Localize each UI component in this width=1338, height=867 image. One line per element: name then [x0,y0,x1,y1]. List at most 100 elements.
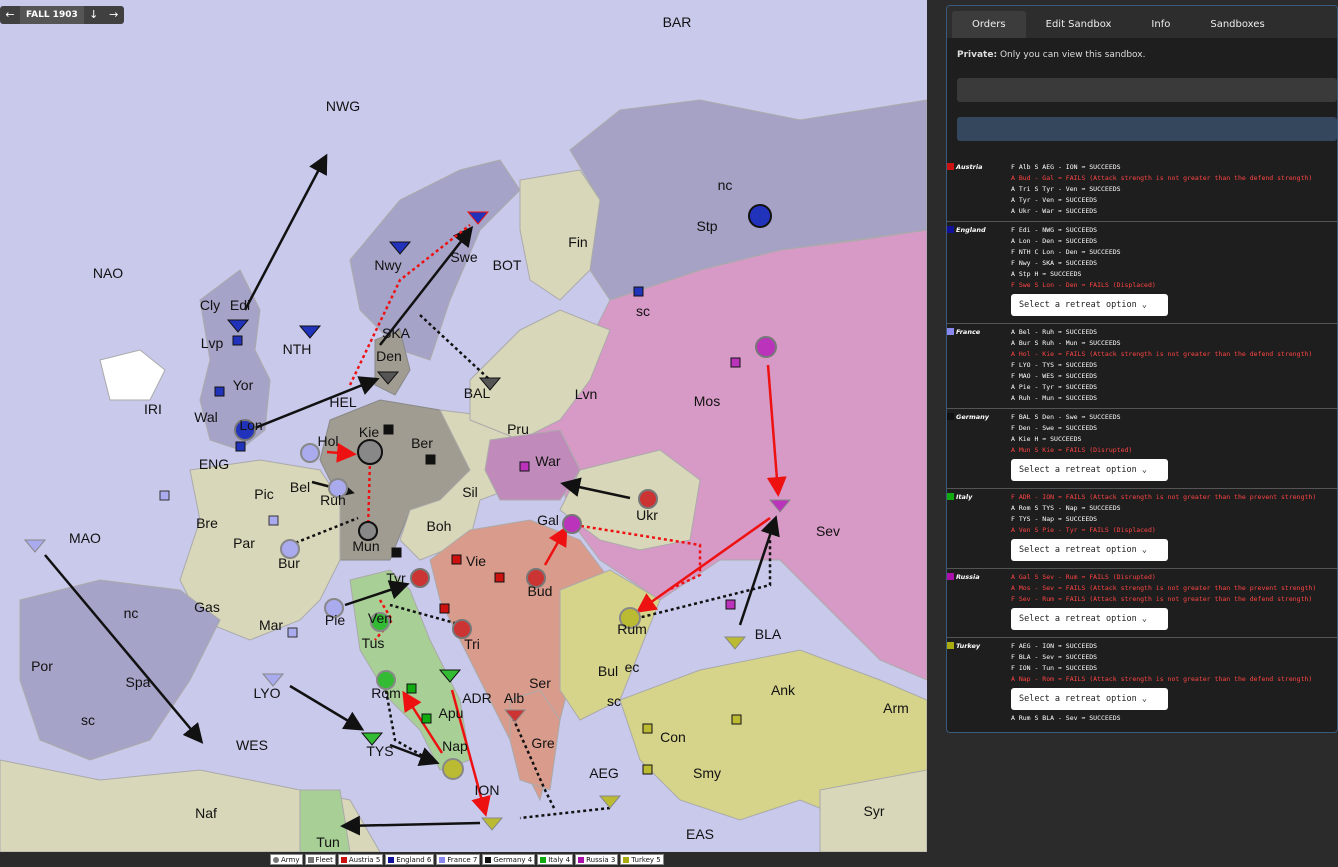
fleet-unit[interactable] [503,709,527,723]
order-line: A Gal S Sev - Rum ➡ FAILS (Disrupted) [1011,573,1156,581]
order-line: A Pie - Tyr ➡ SUCCEEDS [1011,383,1098,391]
fleet-unit[interactable] [226,319,250,333]
retreat-select[interactable]: Select a retreat option ⌄ [1011,294,1168,316]
power-color-icon [947,163,954,170]
territory-label: Rom [371,685,401,701]
legend-item: France 7 [436,854,481,865]
fleet-unit[interactable] [478,377,502,391]
fleet-unit[interactable] [723,636,747,650]
supply-center [642,723,653,734]
panel-tabs: Orders Edit Sandbox Info Sandboxes [947,6,1337,38]
color-swatch-icon [388,856,395,863]
territory-label: Bul [598,663,618,679]
army-unit[interactable] [619,607,641,629]
order-line: F Alb S AEG - ION ➡ SUCCEEDS [1011,163,1121,171]
territory-label: LYO [254,685,281,701]
order-arrow [766,364,787,497]
order-arrow [243,153,328,311]
sandbox-action-bar[interactable] [957,117,1337,141]
fleet-unit[interactable] [376,371,400,385]
fleet-unit[interactable] [768,499,792,513]
sandbox-bar[interactable] [957,78,1337,102]
power-color-icon [947,573,954,580]
fleet-unit[interactable] [261,673,285,687]
army-unit[interactable] [410,568,430,588]
order-line: A Bud - Gal ➡ FAILS (Attack strength is … [1011,174,1313,182]
tab-info[interactable]: Info [1151,19,1171,30]
territory-label: ENG [199,456,229,472]
army-unit[interactable] [358,521,378,541]
tab-sandboxes[interactable]: Sandboxes [1210,19,1265,30]
army-unit[interactable] [452,619,472,639]
tab-orders[interactable]: Orders [952,11,1026,38]
army-unit[interactable] [370,612,390,632]
territory-label: Ruh [320,492,346,508]
fleet-unit[interactable] [466,211,490,225]
army-unit[interactable] [638,489,658,509]
map-canvas[interactable]: BAR NWG NAO Cly Edi Lvp Yor Wal Lon IRI NTH Nwy Swe F… [0,0,927,852]
supply-center [642,764,653,775]
fleet-unit[interactable] [298,325,322,339]
supply-center [451,554,462,565]
territory-label: Bre [196,515,218,531]
fleet-unit[interactable] [598,795,622,809]
fleet-unit[interactable] [480,817,504,831]
support-line [374,599,394,641]
order-line: A Lon - Den ➡ SUCCEEDS [1011,237,1098,245]
map-legend: Army Fleet Austria 5 England 6 France 7 Germa… [270,854,664,865]
territory-label: Gal [537,512,559,528]
power-orders-russia: Russia A Gal S Sev - Rum ➡ FAILS (Disrupt… [947,569,1337,638]
army-unit[interactable] [280,539,300,559]
power-name: Russia [947,572,1011,633]
power-orders-turkey: Turkey F AEG - ION ➡ SUCCEEDS F BLA - Sev … [947,638,1337,728]
army-unit[interactable] [526,568,546,588]
fleet-unit[interactable] [438,669,462,683]
retreat-select[interactable]: Select a retreat option ⌄ [1011,459,1168,481]
power-label: Turkey [956,642,981,650]
retreat-select[interactable]: Select a retreat option ⌄ [1011,688,1168,710]
army-unit[interactable] [234,419,256,441]
support-line [511,717,557,811]
army-unit[interactable] [562,514,582,534]
fleet-unit[interactable] [23,539,47,553]
support-line [289,516,359,547]
order-line: A Nap - Rom ➡ FAILS (Attack strength is … [1011,675,1313,683]
retreat-select[interactable]: Select a retreat option ⌄ [1011,608,1168,630]
tab-edit-sandbox[interactable]: Edit Sandbox [1045,19,1112,30]
arrow-right-icon[interactable]: → [109,8,119,21]
arrow-left-icon[interactable]: ← [5,8,15,21]
army-unit[interactable] [442,758,464,780]
power-label: Italy [956,493,973,501]
legend-label: Army [281,855,300,864]
territory-label: Wal [194,409,218,425]
territory-label: Boh [427,518,452,534]
fleet-unit[interactable] [388,241,412,255]
fleet-unit[interactable] [360,732,384,746]
army-unit[interactable] [755,336,777,358]
order-arrow [379,226,474,346]
supply-center [235,441,246,452]
army-unit[interactable] [376,670,396,690]
diplomacy-map[interactable]: BAR NWG NAO Cly Edi Lvp Yor Wal Lon IRI NTH Nwy Swe F… [0,0,927,852]
territory-label: Naf [195,805,217,821]
territory-label: Tun [316,834,340,850]
army-unit[interactable] [300,443,320,463]
power-label: France [956,328,981,336]
territory-label: sc [81,712,95,728]
color-swatch-icon [540,856,547,863]
order-line: A Rum S BLA - Sev ➡ SUCCEEDS [1011,714,1121,722]
territory-label: BAR [663,14,692,30]
army-unit[interactable] [748,204,772,228]
army-unit[interactable] [357,439,383,465]
arrow-down-icon[interactable]: ↓ [89,8,99,21]
retreat-select[interactable]: Select a retreat option ⌄ [1011,539,1168,561]
order-line: F Nwy - SKA ➡ SUCCEEDS [1011,259,1098,267]
tunis-region [299,789,351,852]
territory-label: Ven [368,610,392,626]
order-line: F ION - Tun ➡ SUCCEEDS [1011,664,1098,672]
territory-label: Fin [568,234,587,250]
legend-item: Russia 3 [575,854,619,865]
territory-label: MAO [69,530,101,546]
army-unit[interactable] [328,478,348,498]
army-unit[interactable] [324,598,344,618]
